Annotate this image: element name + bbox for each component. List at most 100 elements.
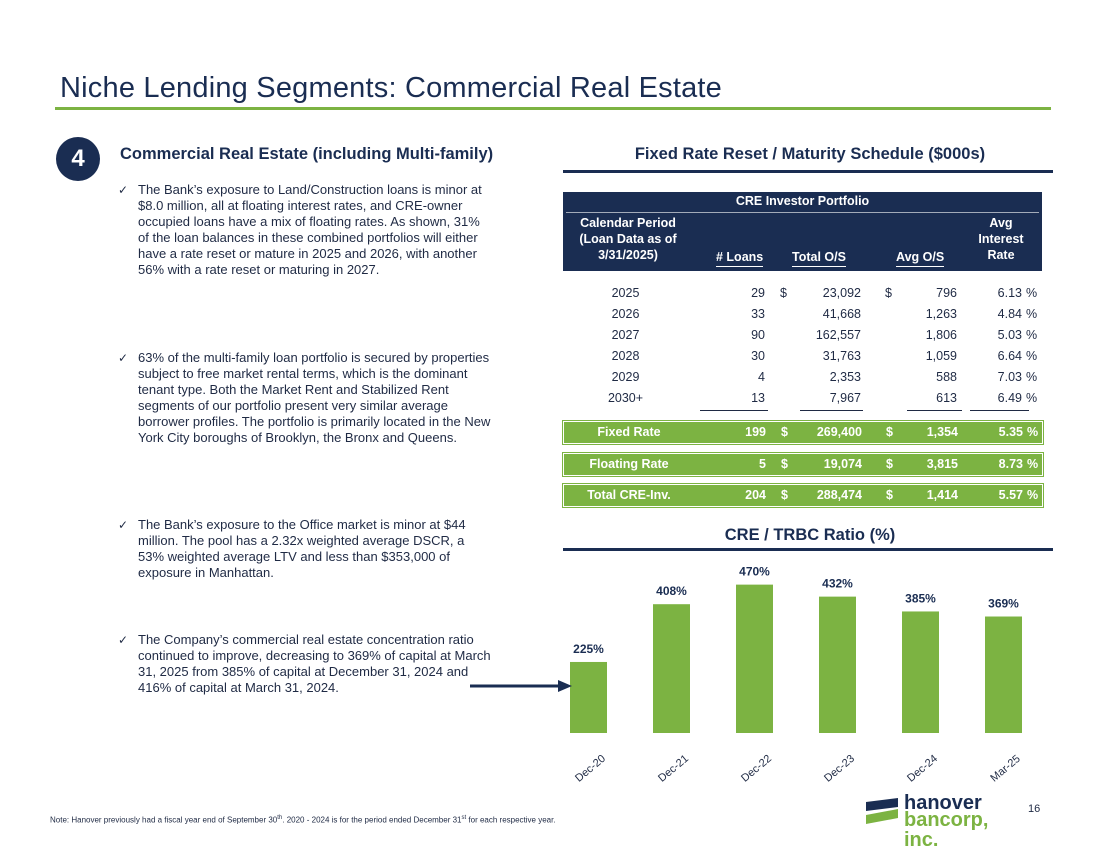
cell-pct: %	[1026, 307, 1038, 321]
summary-row: Floating Rate 5 $19,074 $3,815 8.73%	[562, 452, 1044, 477]
data-label: 470%	[739, 565, 770, 579]
bullet-text: The Bank’s exposure to Land/Construction…	[138, 182, 482, 277]
data-label: 225%	[573, 642, 604, 656]
cell-rate: 7.03	[997, 370, 1022, 384]
bullet-office: ✓ The Bank’s exposure to the Office mark…	[118, 517, 493, 581]
summary-cell-label: Total CRE-Inv.	[587, 488, 671, 502]
summary-cell-d1: $	[781, 488, 788, 502]
cell-year: 2028	[611, 349, 640, 363]
table-row: 2025 29 $23,092 $796 6.13%	[563, 283, 1042, 304]
cell-pct: %	[1026, 328, 1038, 342]
check-icon: ✓	[118, 351, 129, 365]
summary-cell-loans: 199	[745, 425, 766, 439]
check-icon: ✓	[118, 518, 129, 532]
header-avg-interest-rate: Avg Interest Rate	[978, 216, 1024, 262]
x-tick-label: Dec-21	[656, 753, 691, 785]
bar-Dec-23	[819, 596, 856, 733]
summary-row: Fixed Rate 199 $269,400 $1,354 5.35%	[562, 420, 1044, 445]
footnote: Note: Hanover previously had a fiscal ye…	[50, 815, 556, 825]
cell-pct: %	[1026, 391, 1038, 405]
data-label: 408%	[656, 584, 687, 598]
summary-cell-d2: $	[886, 457, 893, 471]
bullet-multifamily: ✓ 63% of the multi-family loan portfolio…	[118, 350, 493, 446]
summary-cell-d1: $	[781, 457, 788, 471]
bullet-concentration: ✓ The Company’s commercial real estate c…	[118, 632, 493, 696]
cell-rate: 6.13	[997, 286, 1022, 300]
page-number: 16	[1028, 803, 1041, 815]
chart-heading-divider	[563, 548, 1053, 551]
header-calendar-period: Calendar Period (Loan Data as of 3/31/20…	[579, 216, 677, 262]
header-total-os: Total O/S	[792, 249, 846, 267]
cell-total: 2,353	[829, 370, 861, 384]
bar-Dec-21	[653, 604, 690, 733]
cell-loans: 4	[758, 370, 765, 384]
table-header: CRE Investor Portfolio Calendar Period (…	[563, 192, 1042, 271]
table-row: 2027 90 162,557 1,806 5.03%	[563, 325, 1042, 346]
logo-text-bancorp: bancorp, inc.	[904, 809, 989, 851]
left-section-heading: Commercial Real Estate (including Multi-…	[120, 145, 494, 163]
column-total-underline	[800, 410, 863, 411]
summary-cell-label: Floating Rate	[589, 457, 669, 471]
summary-cell-d2: $	[886, 488, 893, 502]
cell-avg: 796	[936, 286, 957, 300]
cell-year: 2030+	[607, 391, 644, 405]
cell-total: 41,668	[822, 307, 861, 321]
check-icon: ✓	[118, 633, 129, 647]
bar-Dec-22	[736, 584, 773, 733]
data-label: 369%	[988, 597, 1019, 611]
cell-avg: 588	[936, 370, 957, 384]
cell-loans: 29	[751, 286, 765, 300]
summary-cell-avg: 3,815	[926, 457, 958, 471]
x-tick-label: Dec-23	[822, 753, 857, 785]
cell-rate: 5.03	[997, 328, 1022, 342]
x-tick-label: Mar-25	[988, 753, 1022, 785]
table-row: 2026 33 41,668 1,263 4.84%	[563, 304, 1042, 325]
summary-cell-total: 269,400	[816, 425, 862, 439]
summary-cell-loans: 204	[745, 488, 766, 502]
summary-cell-avg: 1,414	[926, 488, 958, 502]
cell-total: 31,763	[822, 349, 861, 363]
x-tick-label: Dec-20	[573, 753, 608, 785]
header-loans: # Loans	[716, 249, 764, 267]
x-tick-label: Dec-22	[739, 753, 774, 785]
cell-avg: 1,806	[925, 328, 957, 342]
cell-loans: 30	[751, 349, 765, 363]
cell-pct: %	[1026, 286, 1038, 300]
x-tick-label: Dec-24	[905, 753, 940, 785]
hanover-bancorp-logo: hanover bancorp, inc.	[866, 792, 1026, 850]
bar-Dec-20	[570, 661, 607, 733]
summary-cell-total: 19,074	[823, 457, 862, 471]
data-label: 385%	[905, 591, 936, 605]
bullet-land-construction: ✓ The Bank’s exposure to Land/Constructi…	[118, 182, 493, 278]
table-title: CRE Investor Portfolio	[735, 194, 870, 208]
bullet-text: The Company’s commercial real estate con…	[138, 632, 491, 695]
cell-year: 2025	[611, 286, 640, 300]
cell-year: 2027	[611, 328, 640, 342]
logo-text-hanover: hanover	[904, 792, 982, 814]
cell-loans: 13	[751, 391, 765, 405]
cell-total: 162,557	[815, 328, 861, 342]
chart-heading: CRE / TRBC Ratio (%)	[724, 526, 896, 544]
cell-total: 23,092	[822, 286, 861, 300]
bullet-text: 63% of the multi-family loan portfolio i…	[138, 350, 491, 445]
cell-rate: 4.84	[997, 307, 1022, 321]
cell-rate: 6.49	[997, 391, 1022, 405]
column-total-underline	[970, 410, 1029, 411]
cell-avg: 1,059	[925, 349, 957, 363]
table-heading-divider	[563, 170, 1053, 173]
bar-Dec-24	[902, 611, 939, 733]
summary-cell-rate: 5.57	[998, 488, 1023, 502]
cell-year: 2029	[611, 370, 640, 384]
cell-avg: 1,263	[925, 307, 957, 321]
summary-cell-loans: 5	[759, 457, 766, 471]
check-icon: ✓	[118, 183, 129, 197]
cell-pct: %	[1026, 349, 1038, 363]
summary-cell-total: 288,474	[816, 488, 862, 502]
page-title: Niche Lending Segments: Commercial Real …	[60, 72, 723, 104]
cell-rate: 6.64	[997, 349, 1022, 363]
header-avg-os: Avg O/S	[896, 249, 945, 267]
column-total-underline	[700, 410, 768, 411]
cell-d2: $	[885, 286, 892, 300]
cell-loans: 90	[751, 328, 765, 342]
cell-total: 7,967	[829, 391, 861, 405]
